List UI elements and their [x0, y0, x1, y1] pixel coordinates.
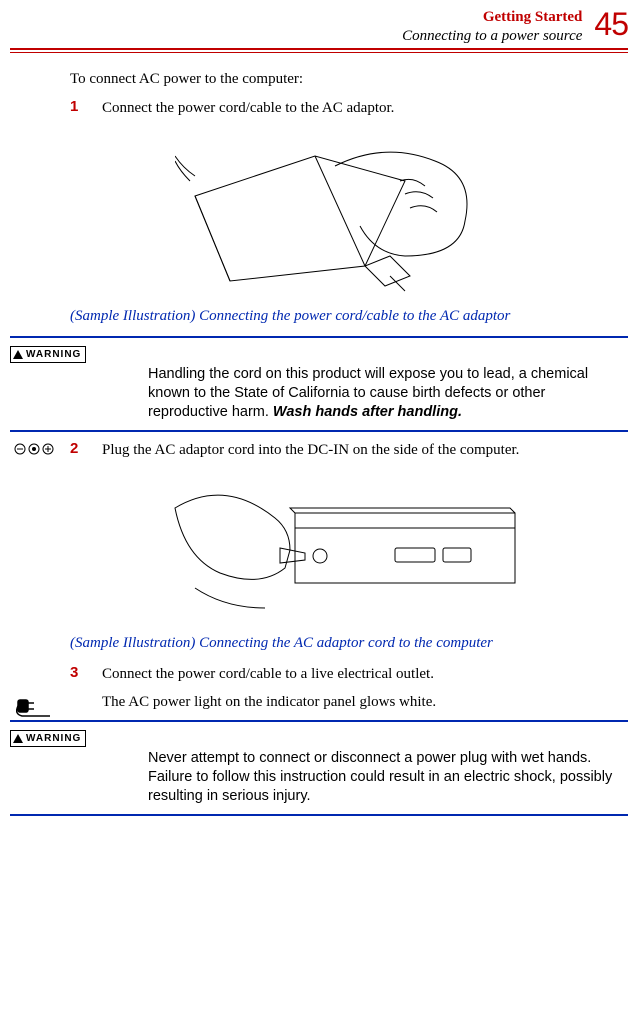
step-3-text-2: The AC power light on the indicator pane… — [102, 692, 620, 712]
caption-2: (Sample Illustration) Connecting the AC … — [70, 634, 620, 654]
warning-triangle-icon — [13, 350, 23, 359]
warning-label-1: WARNING — [26, 349, 81, 360]
step-3: 3 Connect the power cord/cable to a live… — [70, 664, 620, 684]
warning-1-text: Handling the cord on this product will e… — [148, 365, 620, 422]
chapter-title: Getting Started — [402, 8, 582, 27]
warning-1-text-b: Wash hands after handling. — [273, 404, 462, 420]
header-text-block: Getting Started Connecting to a power so… — [402, 8, 582, 46]
caption-1: (Sample Illustration) Connecting the pow… — [70, 307, 620, 327]
step-3-text: Connect the power cord/cable to a live e… — [102, 664, 620, 684]
step-1-number: 1 — [70, 98, 80, 118]
step-2-text: Plug the AC adaptor cord into the DC-IN … — [102, 440, 620, 460]
step-2: 2 Plug the AC adaptor cord into the DC-I… — [70, 440, 620, 460]
section-title: Connecting to a power source — [402, 27, 582, 46]
header-rule-thin — [10, 52, 628, 53]
warning-1: WARNING — [10, 346, 628, 363]
intro-text: To connect AC power to the computer: — [70, 71, 620, 88]
page-header: Getting Started Connecting to a power so… — [0, 0, 638, 48]
illustration-computer — [165, 468, 525, 628]
warning-2-text: Never attempt to connect or disconnect a… — [148, 749, 620, 806]
page-number: 45 — [594, 8, 628, 40]
warning-badge-2: WARNING — [10, 730, 86, 747]
page-content: To connect AC power to the computer: 1 C… — [0, 71, 638, 327]
divider-3 — [10, 720, 628, 722]
warning-badge-1: WARNING — [10, 346, 86, 363]
step-3-number: 3 — [70, 664, 80, 684]
divider-1 — [10, 336, 628, 338]
step-2-number: 2 — [70, 440, 80, 460]
illustration-adaptor — [175, 126, 515, 301]
step-1-text: Connect the power cord/cable to the AC a… — [102, 98, 620, 118]
divider-2 — [10, 430, 628, 432]
dc-in-icon — [12, 442, 56, 461]
warning-triangle-icon-2 — [13, 734, 23, 743]
step-3-cont: The AC power light on the indicator pane… — [70, 692, 620, 712]
warning-label-2: WARNING — [26, 733, 81, 744]
plug-icon — [12, 694, 56, 718]
divider-4 — [10, 814, 628, 816]
step-3-spacer — [70, 692, 80, 712]
warning-2: WARNING — [10, 730, 628, 747]
step-1: 1 Connect the power cord/cable to the AC… — [70, 98, 620, 118]
